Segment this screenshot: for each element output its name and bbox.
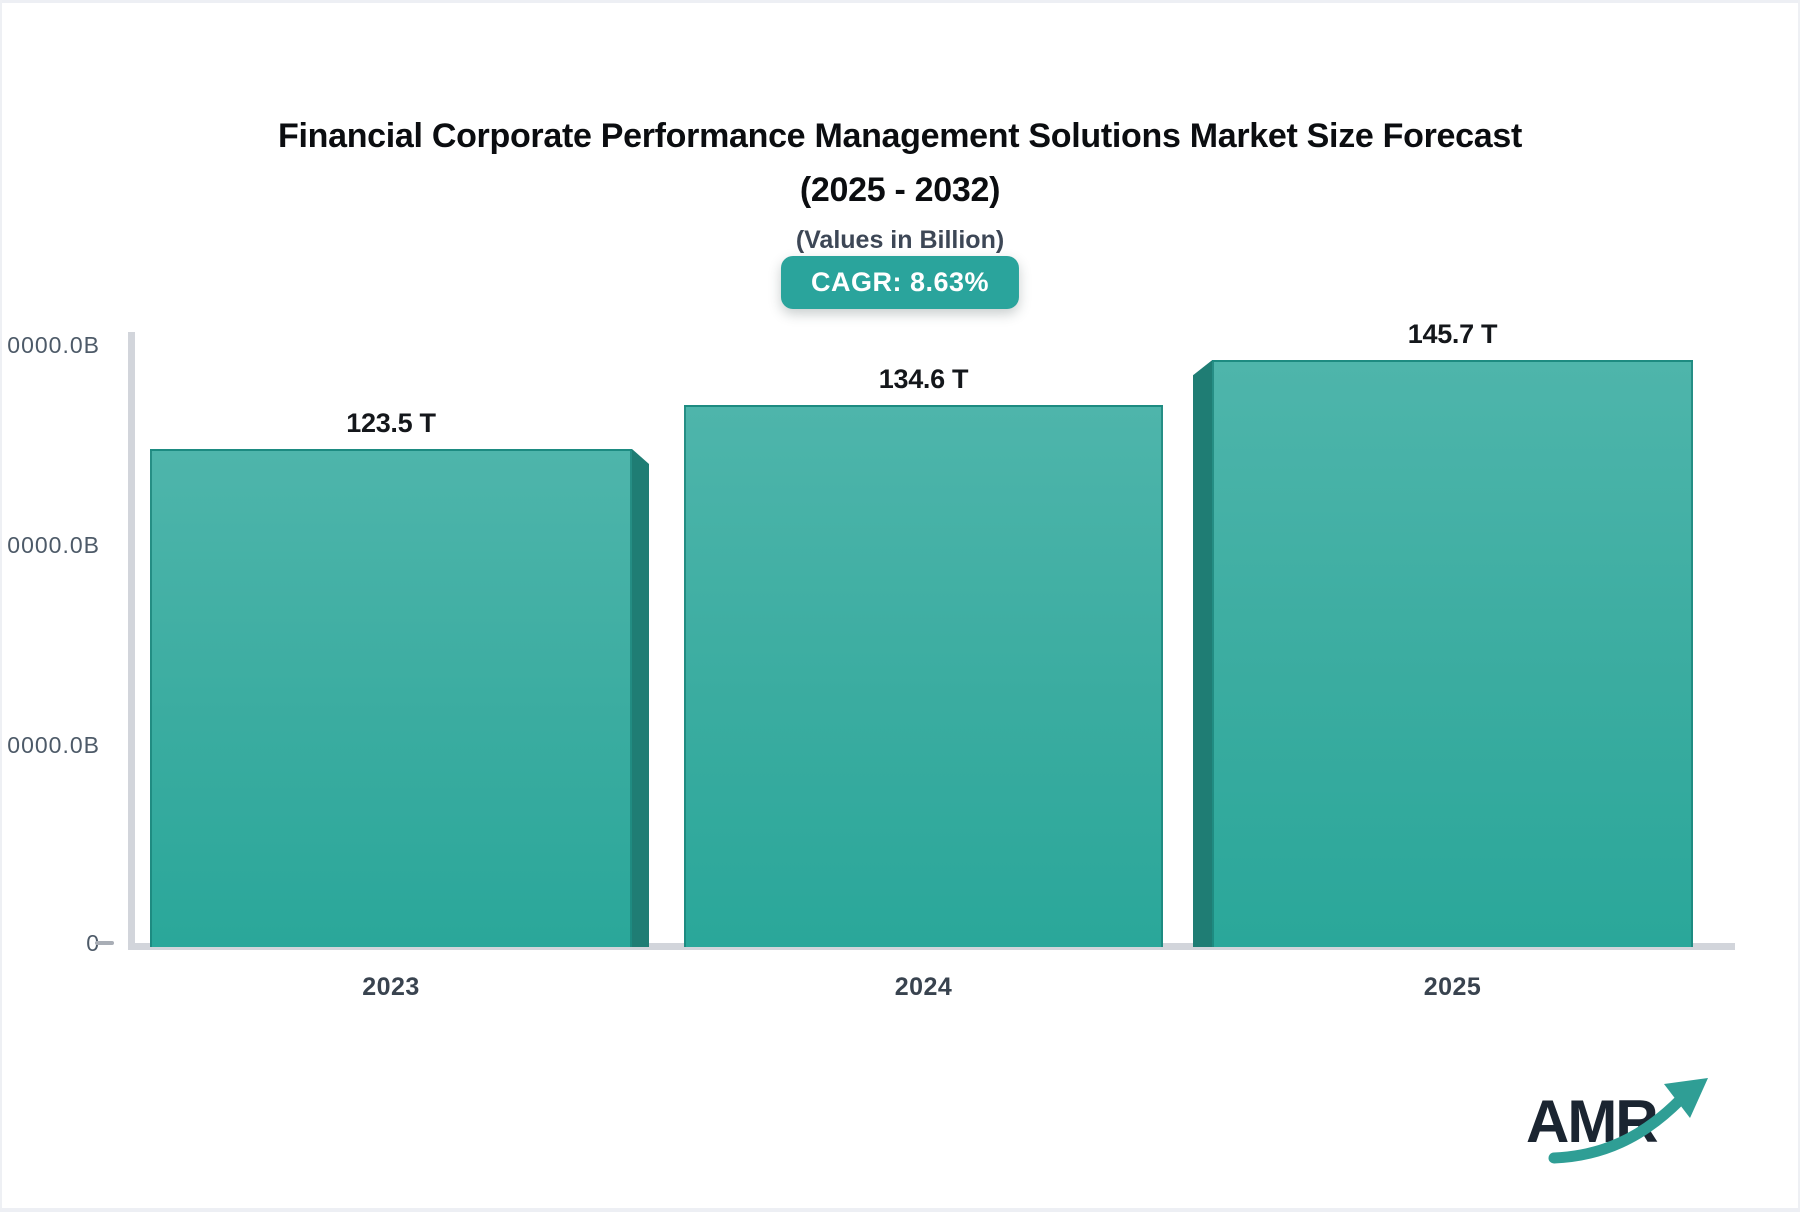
top-border — [0, 0, 1800, 3]
y-tick-label: 0000.0B — [7, 332, 100, 358]
bar-3d-side — [1193, 360, 1212, 947]
y-tick-label-zero: 0 — [86, 930, 100, 956]
bar-value-label: 134.6 T — [878, 363, 969, 394]
zero-tick-mark — [95, 941, 114, 945]
left-border — [0, 0, 2, 1212]
amr-logo-text: AMR — [1526, 1088, 1658, 1155]
right-border — [1798, 0, 1800, 1212]
logo-arrow-swoosh — [1548, 1094, 1686, 1164]
y-axis-line — [128, 332, 135, 949]
bar-3d-side — [632, 449, 649, 947]
logo-arrow-head — [1664, 1078, 1708, 1118]
chart-subtitle: (Values in Billion) — [795, 226, 1005, 254]
cagr-badge: CAGR: 8.63% — [780, 256, 1020, 309]
bar-2025 — [1212, 360, 1693, 947]
bar-value-label: 145.7 T — [1407, 319, 1498, 350]
amr-logo: AMR — [1526, 1078, 1708, 1164]
y-tick-label: 0000.0B — [7, 532, 100, 558]
x-axis-label: 2024 — [894, 973, 953, 1001]
bar-2024 — [684, 404, 1163, 947]
bar-value-label: 123.5 T — [346, 408, 436, 438]
y-tick-label: 0000.0B — [7, 732, 100, 758]
bottom-border — [0, 1208, 1800, 1212]
chart-title-line1: Financial Corporate Performance Manageme… — [278, 117, 1522, 155]
bar-2023 — [150, 449, 632, 947]
chart-title-line2: (2025 - 2032) — [799, 171, 1001, 209]
x-axis-label: 2025 — [1423, 973, 1482, 1001]
x-axis-label: 2023 — [362, 973, 420, 1001]
